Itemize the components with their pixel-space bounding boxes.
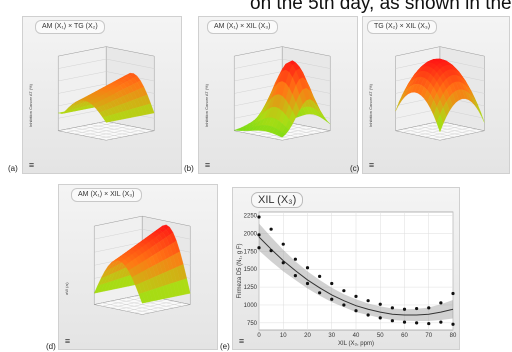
wall-grid-line xyxy=(58,83,107,94)
surface-group xyxy=(233,46,331,141)
data-point xyxy=(439,301,443,305)
x-tick-label: 70 xyxy=(425,333,432,339)
hamburger-menu-icon[interactable]: ≡ xyxy=(64,336,71,346)
data-point xyxy=(281,242,285,246)
x-tick-label: 20 xyxy=(304,333,311,339)
chart-panel-e: XIL (X₃) ≡ 0 10 20 30 40 50 60 70 80 750 1000 1250 1… xyxy=(232,187,460,350)
x-axis-label: XIL (X₃, ppm) xyxy=(338,341,374,347)
surface-plot-a xyxy=(57,46,155,141)
wall-grid-line xyxy=(282,58,331,69)
panel-title: AM (X₁) × TG (X₂) xyxy=(35,20,105,34)
data-point xyxy=(342,289,346,293)
x-tick-label: 50 xyxy=(377,333,384,339)
surface-cell xyxy=(138,292,146,304)
chart-panel-b: AM (X₁) × XIL (X₃) ≡ Inhibition Cancer A… xyxy=(198,16,358,174)
x-tick-label: 0 xyxy=(257,333,261,339)
wall-grid-line xyxy=(234,58,283,69)
surface-cell xyxy=(102,116,110,123)
data-point xyxy=(390,306,394,310)
header-text: on the 5th day, as shown in the Figure 4… xyxy=(250,0,512,14)
x-tick-label: 40 xyxy=(353,333,360,339)
wall-grid-line xyxy=(439,58,485,69)
y-tick-label: 1000 xyxy=(244,303,258,309)
panel-title: AM (X₁) × XIL (X₃) xyxy=(207,20,278,34)
surface-cell xyxy=(278,131,286,138)
data-point xyxy=(269,227,273,231)
surface-group xyxy=(93,215,191,315)
x-tick-label: 60 xyxy=(401,333,408,339)
data-point xyxy=(402,307,407,311)
data-point xyxy=(415,321,419,325)
panel-label-e: (e) xyxy=(220,342,230,351)
chart-panel-d: AM (X₁) × XIL (X₃) ≡ aW (aᵢ) xyxy=(58,184,218,350)
data-point xyxy=(257,233,261,237)
y-tick-label: 1250 xyxy=(244,285,258,291)
data-point xyxy=(402,320,407,324)
data-point xyxy=(330,281,334,286)
data-point xyxy=(378,302,382,306)
panel-title: TG (X₂) × XIL (X₃) xyxy=(367,20,438,34)
data-point xyxy=(330,297,334,301)
surface-group xyxy=(395,46,485,141)
y-tick-label: 1500 xyxy=(244,267,258,273)
wall-grid-line xyxy=(234,71,283,82)
wall-grid-line xyxy=(106,58,155,69)
surface-plot-d xyxy=(93,215,191,315)
data-point xyxy=(354,294,358,298)
data-point xyxy=(269,249,273,253)
wall-grid-line xyxy=(58,71,107,82)
data-point xyxy=(257,215,261,219)
fit-line xyxy=(258,236,454,316)
floor-grid-line xyxy=(66,122,115,133)
hamburger-menu-icon[interactable]: ≡ xyxy=(368,160,375,170)
panel-label-a: (a) xyxy=(8,164,18,173)
data-point xyxy=(305,281,310,286)
scatter-plot: 0 10 20 30 40 50 60 70 80 750 1000 1250 1500 1750 2000… xyxy=(237,211,457,347)
y-tick-label: 750 xyxy=(247,321,258,327)
data-point xyxy=(257,246,261,250)
data-point xyxy=(366,299,370,303)
data-point xyxy=(427,321,431,326)
panel-label-d: (d) xyxy=(46,342,56,351)
surface-plot-c xyxy=(395,46,485,141)
surface-cell xyxy=(436,114,444,133)
data-point xyxy=(390,319,394,323)
hamburger-menu-icon[interactable]: ≡ xyxy=(28,160,35,170)
wall-grid-line xyxy=(58,58,107,69)
data-point xyxy=(366,313,370,317)
y-tick-label: 2000 xyxy=(244,231,258,237)
x-tick-label: 10 xyxy=(280,333,287,339)
panel-label-b: (b) xyxy=(184,164,194,173)
hamburger-menu-icon[interactable]: ≡ xyxy=(204,160,211,170)
data-point xyxy=(342,303,346,307)
chart-panel-a: AM (X₁) × TG (X₂) ≡ Inhibition Cancer AT… xyxy=(22,16,182,174)
y-axis-label: Firmeza D5 (N₁, g F) xyxy=(237,243,243,298)
data-point xyxy=(439,320,443,324)
chart-title: XIL (X₃) xyxy=(251,192,304,208)
data-point xyxy=(305,266,310,270)
data-point xyxy=(281,261,285,265)
panel-label-c: (c) xyxy=(350,164,360,173)
y-tick-label: 1750 xyxy=(244,249,258,255)
data-point xyxy=(378,316,382,320)
data-point xyxy=(451,322,455,326)
y-tick-label: 2250 xyxy=(244,214,258,220)
data-point xyxy=(354,309,358,313)
data-point xyxy=(293,274,297,278)
data-point xyxy=(427,306,431,310)
hamburger-menu-icon[interactable]: ≡ xyxy=(238,336,245,346)
data-point xyxy=(415,306,419,311)
data-point xyxy=(451,291,455,296)
chart-panel-c: TG (X₂) × XIL (X₃) ≡ Inhibition Cancer A… xyxy=(362,16,510,174)
data-point xyxy=(293,257,297,261)
x-tick-label: 30 xyxy=(328,333,335,339)
data-point xyxy=(318,291,322,295)
surface-plot-b xyxy=(233,46,331,141)
x-tick-label: 80 xyxy=(450,333,457,339)
surface-group xyxy=(57,46,155,141)
data-point xyxy=(318,274,322,278)
wall-grid-line xyxy=(94,242,143,253)
panel-title: AM (X₁) × XIL (X₃) xyxy=(71,188,142,202)
wall-grid-line xyxy=(94,229,143,240)
